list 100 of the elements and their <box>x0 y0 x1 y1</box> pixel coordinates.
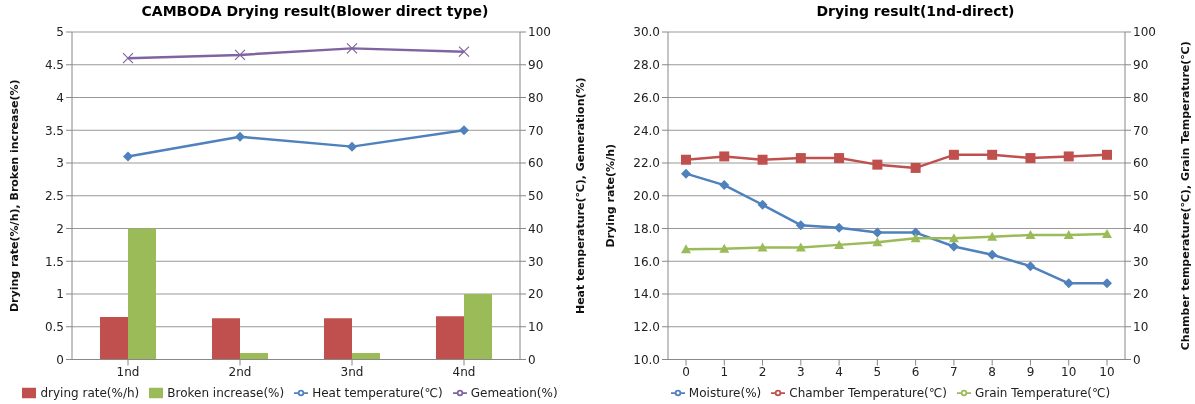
point <box>1102 229 1112 239</box>
point <box>347 141 357 152</box>
point <box>795 220 806 231</box>
point <box>234 49 246 61</box>
bar <box>100 316 128 360</box>
point <box>681 244 691 254</box>
y-tick-label: 22.0 <box>633 156 660 171</box>
bar <box>464 294 492 360</box>
y2-tick-label: 70 <box>528 123 544 138</box>
x-tick-label: 6 <box>911 365 920 380</box>
y-tick-label: 20.0 <box>633 189 660 204</box>
point <box>834 153 845 164</box>
point <box>987 149 998 160</box>
x-tick-label: 10 <box>1099 365 1115 380</box>
y2-tick-label: 30 <box>528 254 544 269</box>
y-tick-label: 0.5 <box>44 320 64 335</box>
point <box>987 231 998 241</box>
y2-tick-label: 20 <box>1133 287 1149 302</box>
y2-tick-label: 60 <box>528 156 544 171</box>
point <box>1063 278 1074 289</box>
point <box>719 243 730 253</box>
point <box>872 237 883 247</box>
y2-tick-label: 40 <box>528 221 544 236</box>
point <box>1102 278 1112 289</box>
y2-tick-label: 80 <box>1133 90 1149 105</box>
y-tick-label: 0 <box>56 352 64 367</box>
y2-tick-label: 20 <box>528 287 544 302</box>
point <box>719 151 730 162</box>
y-tick-label: 2.5 <box>44 189 64 204</box>
x-tick-label: 10 <box>1061 365 1077 380</box>
bar <box>212 318 240 360</box>
point <box>1025 261 1036 272</box>
y-tick-label: 26.0 <box>633 90 660 105</box>
point <box>948 233 959 243</box>
y2-tick-label: 0 <box>1133 352 1141 367</box>
legend-label: Grain Temperature(℃) <box>974 385 1111 400</box>
y-tick-label: 4 <box>56 90 64 105</box>
y-tick-label: 10.0 <box>633 352 660 367</box>
x-tick-label: 1nd <box>116 365 140 380</box>
y-tick-label: 1 <box>56 287 64 302</box>
bar <box>436 316 464 360</box>
point <box>458 46 470 58</box>
x-tick-label: 1 <box>720 365 729 380</box>
y-tick-label: 1.5 <box>44 254 64 269</box>
point <box>1102 149 1112 160</box>
y-tick-label: 18.0 <box>633 221 660 236</box>
point <box>459 125 469 136</box>
y-tick-label: 5 <box>56 25 64 40</box>
y-tick-label: 14.0 <box>633 287 660 302</box>
y2-tick-label: 100 <box>1133 25 1156 40</box>
x-tick-label: 4nd <box>452 365 476 380</box>
point <box>1025 230 1036 240</box>
point <box>948 149 959 160</box>
y2-tick-label: 90 <box>1133 58 1149 73</box>
y-axis-title: Drying rate(%/h), Broken increase(%) <box>7 79 21 313</box>
point <box>123 151 133 162</box>
y2-tick-label: 50 <box>528 189 544 204</box>
point <box>719 180 730 191</box>
y2-axis-title: Heat temperature(℃), Gemeration(%) <box>573 77 587 315</box>
y2-tick-label: 80 <box>528 90 544 105</box>
x-tick-label: 9 <box>1026 365 1035 380</box>
point <box>1025 153 1036 164</box>
y2-tick-label: 30 <box>1133 254 1149 269</box>
legend-label: Gemeation(%) <box>470 385 558 400</box>
y2-tick-label: 10 <box>528 320 544 335</box>
point <box>1063 151 1074 162</box>
point <box>834 222 845 233</box>
point <box>681 154 691 165</box>
point <box>757 154 768 165</box>
y2-tick-label: 50 <box>1133 189 1149 204</box>
y2-tick-label: 70 <box>1133 123 1149 138</box>
point <box>346 42 358 54</box>
y2-axis-title: Chamber temperature(℃), Grain Temperature(℃) <box>1178 41 1192 351</box>
point <box>834 239 845 249</box>
y-tick-label: 16.0 <box>633 254 660 269</box>
y-tick-label: 4.5 <box>44 58 64 73</box>
legend-label: Heat temperature(℃) <box>312 385 443 400</box>
x-tick-label: 3 <box>797 365 805 380</box>
y2-tick-label: 10 <box>1133 320 1149 335</box>
x-tick-label: 4 <box>835 365 843 380</box>
chart-title: Drying result(1nd-direct) <box>815 2 1016 21</box>
point <box>122 52 134 64</box>
x-tick-label: 5 <box>873 365 882 380</box>
bar <box>240 352 268 360</box>
point <box>757 199 768 210</box>
point <box>948 241 959 252</box>
y-tick-label: 2 <box>56 221 64 236</box>
legend-label: Moisture(%) <box>688 385 762 400</box>
x-tick-label: 2nd <box>228 365 252 380</box>
y-tick-label: 24.0 <box>633 123 660 138</box>
legend-label: drying rate(%/h) <box>40 385 140 400</box>
point <box>235 131 245 142</box>
y2-tick-label: 0 <box>528 352 536 367</box>
legend-label: Broken increase(%) <box>167 385 285 400</box>
point <box>987 249 998 260</box>
x-tick-label: 2 <box>758 365 767 380</box>
y-tick-label: 30.0 <box>633 25 660 40</box>
point <box>910 233 921 243</box>
y-tick-label: 28.0 <box>633 58 660 73</box>
point <box>681 168 691 179</box>
